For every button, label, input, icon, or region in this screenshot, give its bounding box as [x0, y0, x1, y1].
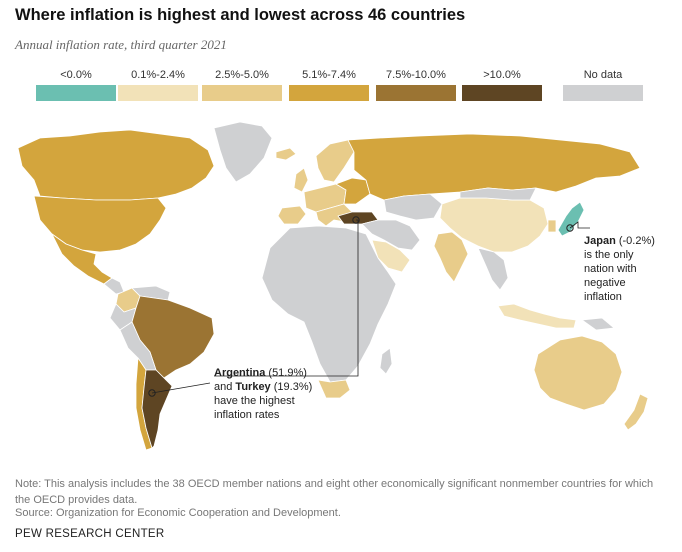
argentina [141, 369, 173, 449]
madagascar [379, 347, 393, 375]
argentina-marker [148, 389, 156, 397]
japan-name: Japan [584, 235, 616, 247]
highest-annotation-line: inflation rates [214, 409, 280, 421]
japan-marker [566, 224, 574, 232]
central-america [103, 277, 125, 295]
legend-label: 0.1%-2.4% [131, 69, 185, 81]
highest-annotation-line1: Argentina (51.9%) [214, 366, 354, 380]
japan-annotation-title: Japan (-0.2%) [584, 234, 674, 248]
legend-label: >10.0% [483, 69, 521, 81]
legend-label: 5.1%-7.4% [302, 69, 356, 81]
world-map: Japan (-0.2%) is the only nation with ne… [0, 108, 682, 468]
legend-item-elevated: 5.1%-7.4% [289, 68, 369, 101]
russia [347, 133, 641, 201]
southeast-asia [477, 247, 509, 291]
united-states [33, 195, 167, 253]
japan-callout-line [569, 221, 590, 229]
legend-label: <0.0% [60, 69, 92, 81]
chart-title: Where inflation is highest and lowest ac… [15, 6, 466, 24]
legend-swatch [376, 85, 456, 101]
japan-annotation-line: nation with [584, 263, 637, 275]
legend-swatch [202, 85, 282, 101]
legend-item-no-data: No data [563, 68, 643, 101]
legend: <0.0% 0.1%-2.4% 2.5%-5.0% 5.1%-7.4% 7.5%… [0, 68, 682, 104]
legend-item-low: 0.1%-2.4% [118, 68, 198, 101]
world-map-svg [17, 121, 649, 451]
south-africa [317, 379, 351, 399]
highest-conj: and [214, 381, 233, 393]
legend-item-moderate: 2.5%-5.0% [202, 68, 282, 101]
scandinavia [315, 139, 355, 183]
japan-annotation-line: negative [584, 277, 626, 289]
highest-annotation: Argentina (51.9%) and Turkey (19.3%) hav… [214, 366, 354, 422]
legend-label: 2.5%-5.0% [215, 69, 269, 81]
source-note: Source: Organization for Economic Cooper… [15, 507, 341, 519]
legend-label: No data [583, 69, 623, 81]
chart-subtitle: Annual inflation rate, third quarter 202… [15, 37, 227, 52]
legend-swatch [563, 85, 643, 101]
argentina-value: (51.9%) [268, 367, 307, 379]
canada [17, 129, 215, 201]
africa [261, 225, 397, 383]
legend-swatch [36, 85, 116, 101]
united-kingdom [293, 167, 309, 193]
legend-item-negative: <0.0% [36, 68, 116, 101]
mexico [51, 233, 113, 285]
central-asia [383, 193, 443, 221]
south-korea [547, 219, 557, 233]
highest-annotation-line: have the highest [214, 395, 295, 407]
indonesia [497, 303, 577, 329]
legend-item-high: 7.5%-10.0% [376, 68, 456, 101]
argentina-name: Argentina [214, 367, 266, 379]
new-zealand [623, 393, 649, 431]
highest-annotation-line2: and Turkey (19.3%) [214, 380, 354, 394]
turkey-marker [352, 216, 360, 224]
papua [581, 317, 615, 331]
legend-swatch [118, 85, 198, 101]
legend-label: 7.5%-10.0% [386, 69, 446, 81]
iberia [277, 205, 307, 225]
turkey-value: (19.3%) [273, 381, 313, 393]
publisher-credit: PEW RESEARCH CENTER [15, 528, 165, 540]
turkey-name: Turkey [235, 381, 271, 393]
japan-annotation: Japan (-0.2%) is the only nation with ne… [584, 234, 674, 304]
argentina-callout-line [151, 382, 211, 394]
iceland [275, 147, 297, 161]
legend-swatch [462, 85, 542, 101]
footnote: Note: This analysis includes the 38 OECD… [15, 478, 654, 506]
legend-swatch [289, 85, 369, 101]
eastern-europe [335, 177, 371, 205]
india [433, 231, 469, 283]
mongolia [459, 187, 537, 201]
turkey-callout-line [214, 219, 359, 377]
middle-east [361, 219, 421, 251]
japan-annotation-line: inflation [584, 291, 622, 303]
australia [533, 335, 623, 411]
japan-value: (-0.2%) [618, 235, 655, 247]
greenland [213, 121, 273, 183]
japan-annotation-line: is the only [584, 249, 634, 261]
legend-item-very-high: >10.0% [462, 68, 542, 101]
